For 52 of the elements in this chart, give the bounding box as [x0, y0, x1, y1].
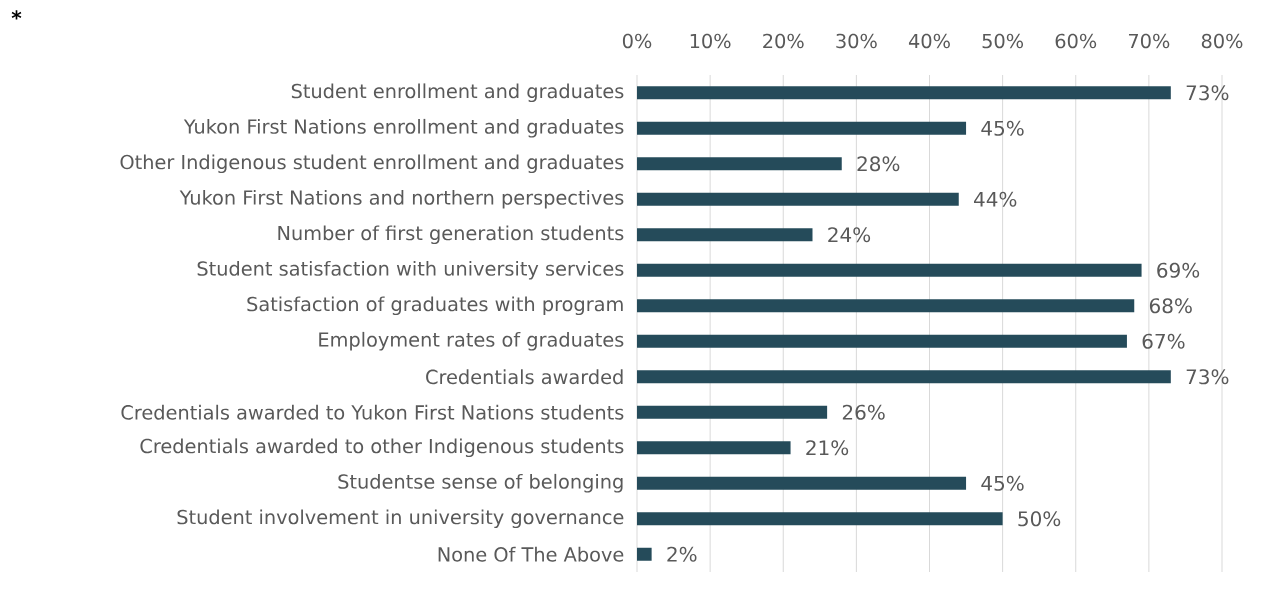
y-tick-label: Credentials awarded: [426, 369, 623, 385]
y-tick-label: Other Indigenous student enrollment and graduates: [120, 154, 624, 174]
bar: [637, 405, 828, 419]
y-tick-label: Student enrollment and graduates: [291, 83, 624, 103]
data-label: 73%: [1186, 85, 1229, 101]
y-tick-label: Satisfaction of graduates with program: [247, 296, 623, 316]
y-tick-label: None Of The Above: [438, 546, 624, 562]
y-tick-label: Yukon First Nations enrollment and graduates: [183, 118, 624, 138]
x-tick-label: 80%: [1201, 33, 1243, 49]
bar: [637, 121, 967, 135]
x-tick-label: 40%: [908, 33, 950, 49]
text: *: [11, 10, 22, 20]
data-label: 73%: [1186, 369, 1229, 385]
y-tick-label: Studentse sense of belonging: [338, 473, 623, 493]
y-tick-label: Credentials awarded to other Indigenous students: [140, 438, 624, 458]
data-label: 45%: [981, 120, 1024, 136]
bar: [637, 192, 959, 206]
x-tick-label: 10%: [690, 33, 731, 49]
data-label: 44%: [974, 191, 1017, 207]
y-tick-label: Employment rates of graduates: [319, 331, 624, 351]
data-label: 28%: [857, 156, 900, 172]
data-label: 50%: [1018, 511, 1061, 527]
data-label: 67%: [1142, 333, 1185, 349]
y-tick-label: Number of first generation students: [278, 225, 624, 245]
y-tick-label: Student involvement in university governance: [177, 509, 624, 529]
data-label: 26%: [842, 404, 885, 420]
y-tick-label: Student satisfaction with university services: [197, 260, 624, 280]
bar: [637, 334, 1127, 348]
bar: [637, 547, 652, 561]
data-label: 45%: [981, 475, 1024, 491]
x-tick-label: 20%: [763, 33, 804, 49]
x-tick-label: 30%: [836, 33, 877, 49]
data-label: 2%: [667, 546, 697, 562]
data-label: 68%: [1149, 298, 1192, 314]
y-tick-label: Credentials awarded to Yukon First Nations students: [121, 404, 624, 420]
bar: [637, 299, 1135, 313]
bar: [637, 476, 967, 490]
bar: [637, 263, 1142, 277]
x-tick-label: 0%: [622, 33, 652, 49]
y-tick-label: Yukon First Nations and northern perspectives: [179, 189, 624, 209]
bar: [637, 157, 842, 171]
x-tick-label: 70%: [1128, 33, 1170, 49]
bar: [637, 441, 791, 455]
bar: [637, 228, 813, 242]
bar: [637, 370, 1171, 384]
x-tick-label: 60%: [1055, 33, 1097, 49]
bar: [637, 512, 1003, 526]
data-label: 21%: [806, 440, 849, 456]
data-label: 24%: [828, 227, 871, 243]
data-label: 69%: [1157, 262, 1200, 278]
bar: [637, 86, 1171, 100]
x-tick-label: 50%: [982, 33, 1024, 49]
